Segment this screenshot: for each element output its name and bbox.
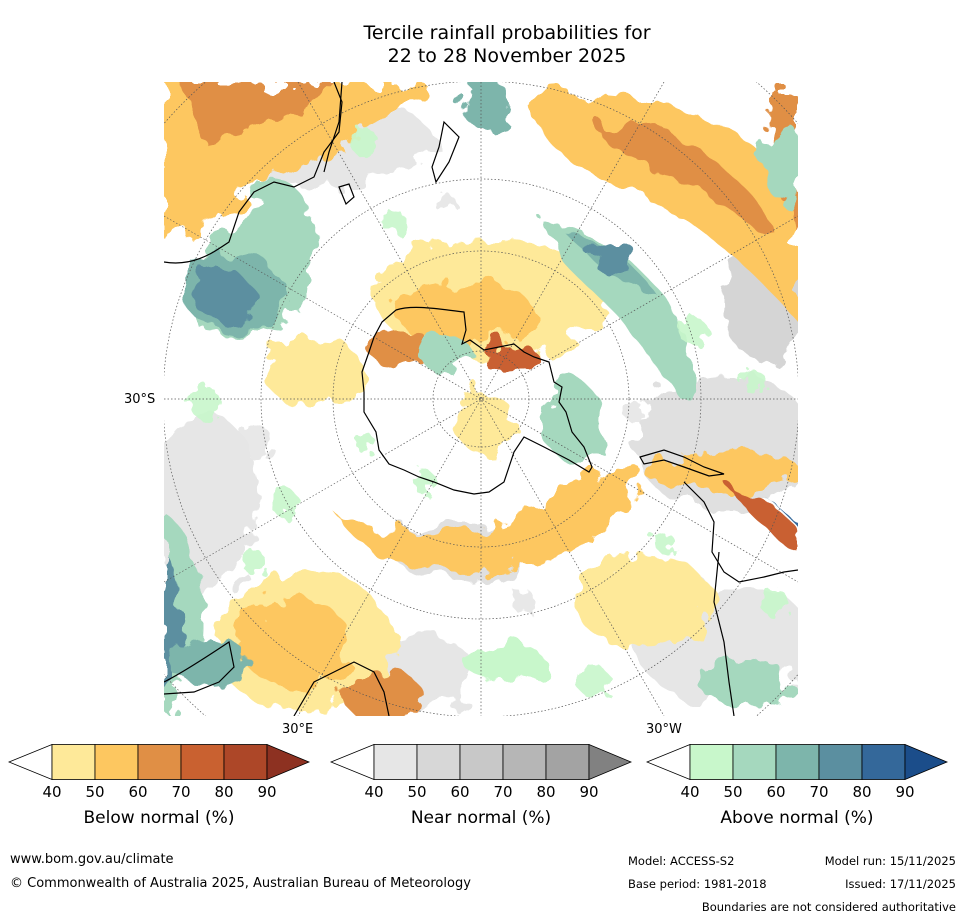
colorbar-min-extend (646, 744, 691, 780)
colorbar-tick-label: 50 (85, 783, 105, 801)
colorbar-segment (459, 744, 504, 780)
issued-date: Issued: 17/11/2025 (845, 877, 956, 891)
colorbar-tick-label: 50 (407, 783, 427, 801)
colorbar-tick-label: 70 (171, 783, 191, 801)
colorbar-segment (689, 744, 734, 780)
colorbar-tick-label: 50 (723, 783, 743, 801)
colorbar-segment (775, 744, 820, 780)
longitude-label-west: 30°W (646, 722, 682, 737)
coastlines (164, 82, 798, 716)
colorbar-segment (180, 744, 225, 780)
map-svg (164, 82, 798, 716)
antarctica-coast (361, 306, 593, 495)
colorbar-min-extend (330, 744, 375, 780)
copyright: © Commonwealth of Australia 2025, Austra… (10, 876, 471, 891)
latitude-label: 30°S (124, 392, 156, 407)
colorbar-segment (545, 744, 590, 780)
colorbar-tick-label: 60 (128, 783, 148, 801)
colorbar-segment (416, 744, 461, 780)
base-period: Base period: 1981-2018 (628, 877, 767, 891)
colorbar-segment (137, 744, 182, 780)
south-america-tip (639, 449, 725, 477)
colorbar-min-extend (8, 744, 53, 780)
website-link[interactable]: www.bom.gov.au/climate (10, 852, 174, 867)
colorbar-segment (502, 744, 547, 780)
colorbar-above-normal (646, 744, 948, 780)
colorbar-segment (223, 744, 268, 780)
longitude-label-east: 30°E (282, 722, 314, 737)
new-zealand-coast (431, 120, 460, 184)
legend-title-below: Below normal (%) (83, 808, 235, 828)
colorbar-below-normal (8, 744, 310, 780)
colorbar-tick-label: 90 (895, 783, 915, 801)
speckle-layer (188, 128, 788, 698)
title-line-2: 22 to 28 November 2025 (387, 45, 627, 67)
africa-coast (164, 641, 235, 695)
colorbar-segment (861, 744, 906, 780)
legend-title-above: Above normal (%) (720, 808, 874, 828)
colorbar-segment (94, 744, 139, 780)
colorbar-tick-label: 80 (852, 783, 872, 801)
colorbar-max-extend (904, 744, 948, 780)
model-name: Model: ACCESS-S2 (628, 854, 735, 868)
colorbar-tick-label: 70 (809, 783, 829, 801)
colorbar-segment (818, 744, 863, 780)
colorbar-tick-label: 90 (579, 783, 599, 801)
model-run: Model run: 15/11/2025 (824, 854, 956, 868)
colorbar-max-extend (266, 744, 310, 780)
colorbar-tick-label: 80 (536, 783, 556, 801)
map-title: Tercile rainfall probabilities for 22 to… (0, 22, 965, 68)
colorbar-segment (51, 744, 96, 780)
colorbar-tick-label: 40 (680, 783, 700, 801)
colorbar-tick-label: 90 (257, 783, 277, 801)
legend-title-near: Near normal (%) (410, 808, 552, 828)
disclaimer: Boundaries are not considered authoritat… (701, 900, 956, 914)
colorbar-segment (373, 744, 418, 780)
colorbar-tick-label: 40 (42, 783, 62, 801)
colorbar-tick-label: 60 (766, 783, 786, 801)
colorbar-tick-label: 80 (214, 783, 234, 801)
australia-coast (164, 82, 343, 264)
colorbar-tick-label: 60 (450, 783, 470, 801)
graticule (164, 82, 798, 716)
colorbar-tick-label: 40 (364, 783, 384, 801)
colorbar-segment (732, 744, 777, 780)
probability-map (164, 82, 798, 716)
colorbar-max-extend (588, 744, 632, 780)
colorbar-near-normal (330, 744, 632, 780)
south-america-coast (683, 481, 798, 583)
colorbar-tick-label: 70 (493, 783, 513, 801)
title-line-1: Tercile rainfall probabilities for (363, 22, 651, 44)
